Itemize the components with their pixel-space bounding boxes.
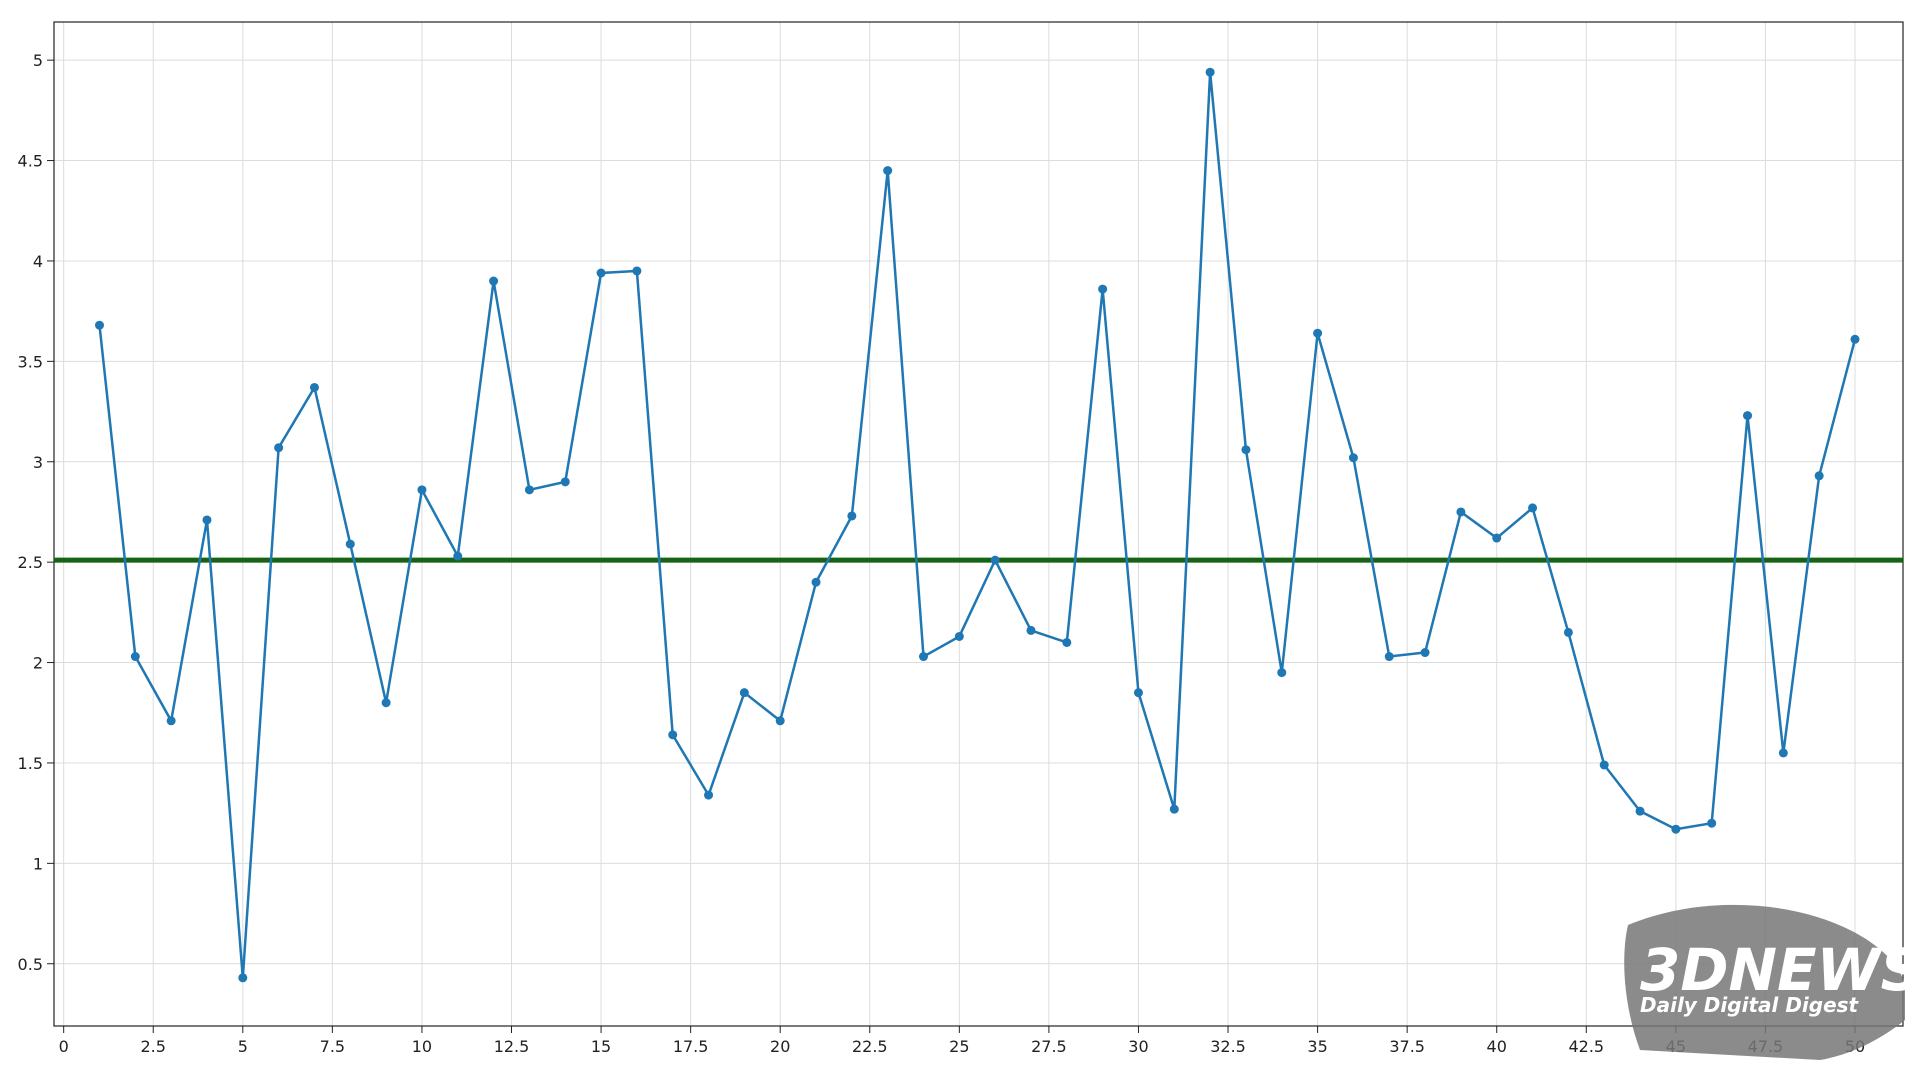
data-point [1241, 445, 1251, 455]
data-point [381, 698, 391, 708]
data-point [1528, 503, 1538, 513]
data-point [202, 515, 212, 525]
data-point [453, 551, 463, 561]
data-point [1098, 284, 1108, 294]
data-point [704, 790, 714, 800]
data-point [1420, 648, 1430, 658]
plot: 0 2.5 5 7.5 10 12.5 15 17.5 20 22.5 25 27.5 30 32.5 35… [18, 21, 1904, 1056]
data-point [739, 688, 749, 698]
plot-frame [53, 21, 1904, 1027]
y-tick-label: 2.5 [18, 553, 43, 572]
y-tick-label: 3 [33, 453, 43, 472]
y-tick-label: 4 [33, 252, 43, 271]
data-point [1635, 806, 1645, 816]
x-tick-label: 10 [412, 1037, 432, 1056]
data-point [1671, 824, 1681, 834]
y-tick-label: 1.5 [18, 754, 43, 773]
data-point [668, 730, 678, 740]
data-point [1205, 67, 1215, 77]
y-tick-label: 5 [33, 51, 43, 70]
x-tick-label: 42.5 [1568, 1037, 1604, 1056]
data-point [94, 320, 104, 330]
x-tick-label: 17.5 [673, 1037, 709, 1056]
data-point [166, 716, 176, 726]
data-point [417, 485, 427, 495]
data-point [274, 443, 284, 453]
x-tick-label: 0 [59, 1037, 69, 1056]
data-point [1492, 533, 1502, 543]
data-point [811, 577, 821, 587]
y-tick-label: 4.5 [18, 152, 43, 171]
data-point [919, 652, 929, 662]
x-tick-label: 20 [770, 1037, 790, 1056]
series-line [98, 72, 1857, 978]
data-point [1563, 627, 1573, 637]
y-tick-label: 0.5 [18, 955, 43, 974]
watermark-brush [1624, 904, 1905, 1060]
x-tick-label: 2.5 [141, 1037, 166, 1056]
watermark-logo: 3DNEWS [1640, 936, 1920, 1004]
data-point [345, 539, 355, 549]
data-point [1850, 334, 1860, 344]
data-point [1026, 625, 1036, 635]
data-point [1599, 760, 1609, 770]
data-point [560, 477, 570, 487]
x-tick-label: 30 [1128, 1037, 1148, 1056]
data-point [847, 511, 857, 521]
data-point [238, 973, 248, 983]
data-point [596, 268, 606, 278]
y-tick-label: 2 [33, 654, 43, 673]
x-tick-label: 27.5 [1031, 1037, 1067, 1056]
data-point [489, 276, 499, 286]
data-point [1384, 652, 1394, 662]
data-point [954, 631, 964, 641]
data-point [775, 716, 785, 726]
data-point [524, 485, 534, 495]
x-tick-label: 40 [1487, 1037, 1507, 1056]
x-tick-label: 12.5 [494, 1037, 530, 1056]
watermark-tagline: Daily Digital Digest [1640, 993, 1860, 1017]
data-point [1133, 688, 1143, 698]
data-point [1277, 668, 1287, 678]
data-point [990, 555, 1000, 565]
data-point [883, 166, 893, 176]
data-point [309, 382, 319, 392]
x-tick-label: 37.5 [1389, 1037, 1425, 1056]
y-tick-label: 1 [33, 854, 43, 873]
data-point [1814, 471, 1824, 481]
watermark: 3DNEWS Daily Digital Digest [1624, 904, 1920, 1060]
x-tick-label: 32.5 [1210, 1037, 1246, 1056]
x-tick-label: 25 [949, 1037, 969, 1056]
y-tick-label: 3.5 [18, 352, 43, 371]
data-point [1778, 748, 1788, 758]
data-point [1707, 818, 1717, 828]
x-tick-label: 5 [238, 1037, 248, 1056]
data-point [1062, 637, 1072, 647]
data-point [130, 652, 140, 662]
data-point [1313, 328, 1323, 338]
data-point [1743, 411, 1753, 421]
x-tick-label: 35 [1307, 1037, 1327, 1056]
data-point [1169, 804, 1179, 814]
x-tick-label: 15 [591, 1037, 611, 1056]
data-point [1348, 453, 1358, 463]
x-tick-label: 7.5 [320, 1037, 345, 1056]
x-tick-label: 22.5 [852, 1037, 888, 1056]
data-point [632, 266, 642, 276]
data-point [1456, 507, 1466, 517]
